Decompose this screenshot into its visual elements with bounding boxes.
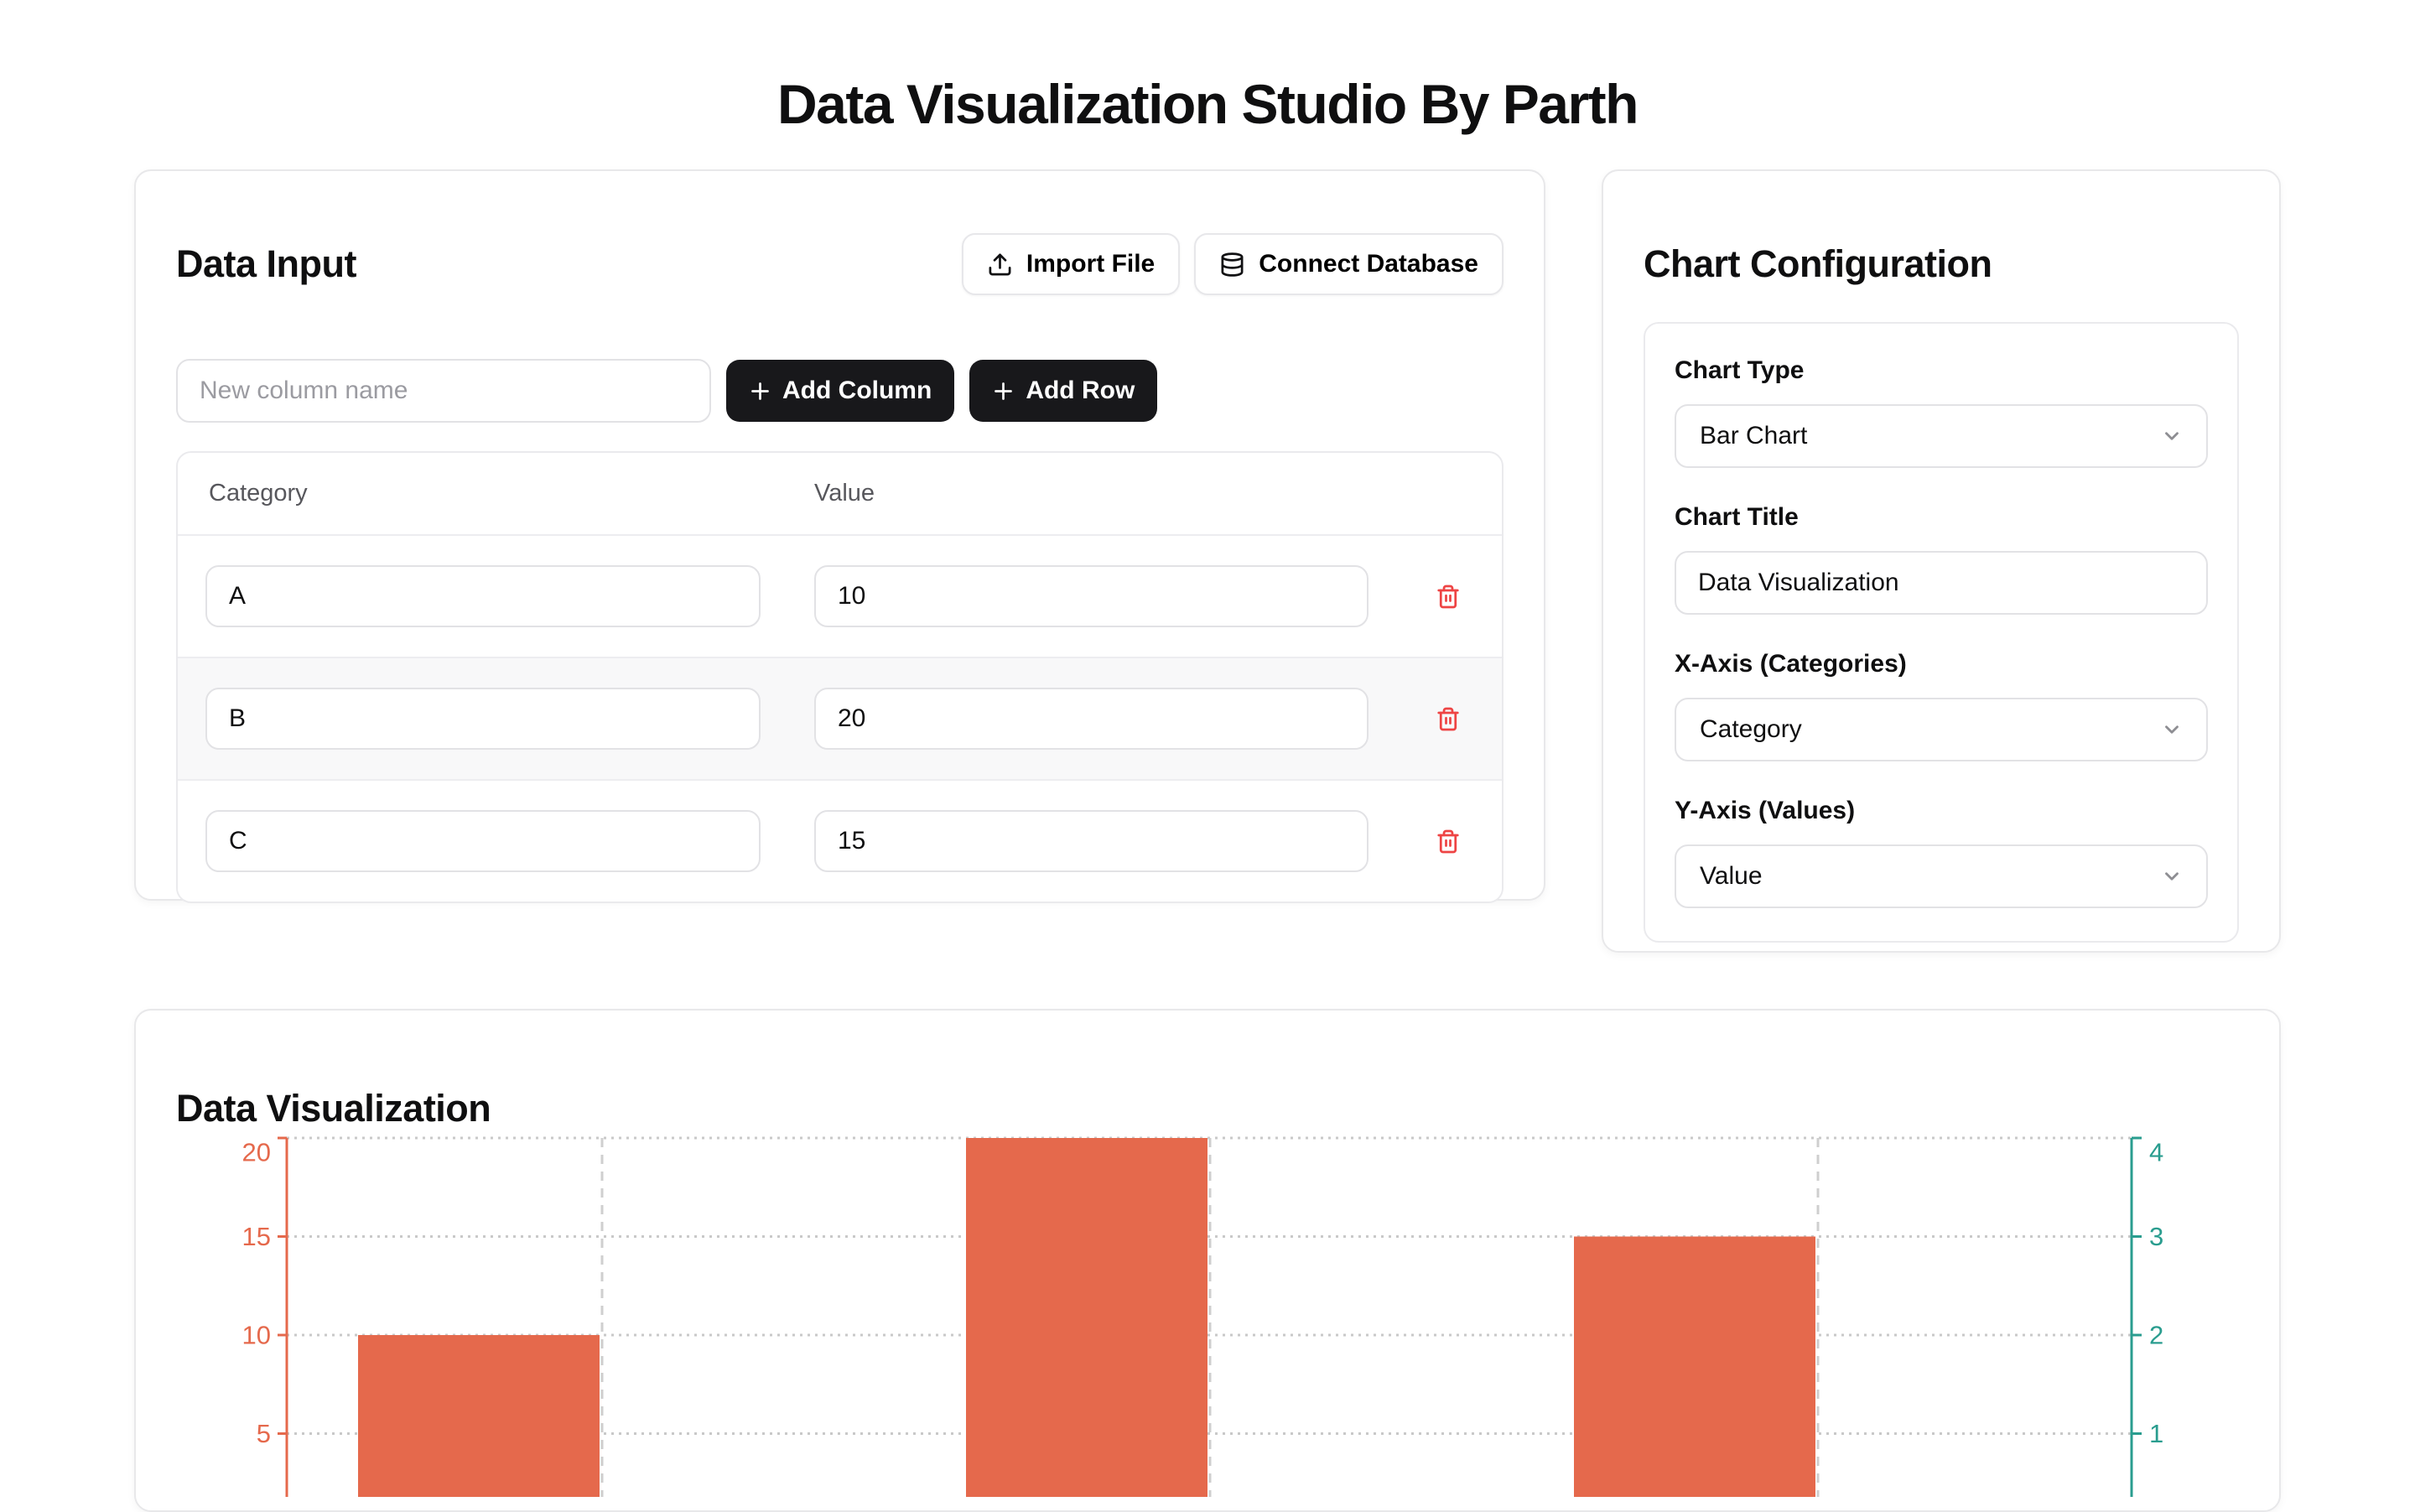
x-axis-value: Category [1700,715,1802,744]
delete-row-button[interactable] [1431,700,1466,738]
trash-icon [1436,705,1461,733]
data-visualization-card: Data Visualization 20 15 10 5 4 3 2 1 [134,1009,2281,1512]
svg-text:3: 3 [2149,1222,2163,1251]
connect-database-label: Connect Database [1259,250,1478,278]
table-row [178,534,1502,657]
chart-configuration-card: Chart Configuration Chart Type Bar Chart… [1602,169,2281,953]
add-column-button[interactable]: Add Column [726,360,955,423]
bar-chart: 20 15 10 5 4 3 2 1 [242,1136,2163,1497]
add-row-button[interactable]: Add Row [969,360,1158,423]
chart-type-select[interactable]: Bar Chart [1675,404,2208,469]
data-input-heading: Data Input [176,242,357,286]
chevron-down-icon [2161,425,2183,447]
app-root: { "page": { "title": "Data Visualization… [134,73,2281,1512]
column-header-category: Category [209,480,308,507]
svg-text:5: 5 [257,1419,271,1448]
add-row-label: Add Row [1026,377,1135,405]
data-input-actions: Import File Connect Database [961,233,1504,296]
import-file-label: Import File [1026,250,1156,278]
chart-type-field: Chart Type Bar Chart [1675,356,2208,469]
upload-icon [987,252,1013,278]
svg-text:2: 2 [2149,1321,2163,1350]
database-icon [1219,252,1245,278]
chart-title-field: Chart Title [1675,503,2208,616]
category-input[interactable] [205,810,761,873]
connect-database-button[interactable]: Connect Database [1194,233,1504,296]
chart-type-value: Bar Chart [1700,422,1808,450]
chart-title-input[interactable] [1675,551,2208,616]
x-axis-select[interactable]: Category [1675,698,2208,762]
svg-text:4: 4 [2149,1138,2163,1167]
new-column-input[interactable] [176,359,711,423]
plus-icon [992,380,1015,403]
trash-icon [1436,583,1461,611]
add-column-label: Add Column [782,377,932,405]
y-axis-label: Y-Axis (Values) [1675,797,1856,825]
chevron-down-icon [2161,719,2183,740]
delete-row-button[interactable] [1431,823,1466,860]
chart-title-label: Chart Title [1675,503,1799,532]
chart-type-label: Chart Type [1675,356,1805,385]
svg-text:15: 15 [242,1222,271,1251]
y-axis-field: Y-Axis (Values) Value [1675,797,2208,909]
value-input[interactable] [814,565,1368,628]
x-axis-field: X-Axis (Categories) Category [1675,650,2208,762]
import-file-button[interactable]: Import File [961,233,1181,296]
table-controls: Add Column Add Row [176,359,1504,423]
trash-icon [1436,828,1461,855]
category-input[interactable] [205,565,761,628]
value-input[interactable] [814,810,1368,873]
data-input-card: Data Input Import File Connect Database [134,169,1545,904]
chart-configuration-form: Chart Type Bar Chart Chart Title X-Axis … [1644,322,2239,943]
page-title: Data Visualization Studio By Parth [777,73,1639,136]
svg-text:10: 10 [242,1321,271,1350]
plus-icon [749,380,771,403]
column-header-value: Value [814,480,875,507]
table-row [178,657,1502,780]
svg-text:1: 1 [2149,1419,2163,1448]
chevron-down-icon [2161,865,2183,887]
category-input[interactable] [205,688,761,751]
y-axis-select[interactable]: Value [1675,844,2208,909]
chart-configuration-heading: Chart Configuration [1644,242,1992,286]
svg-text:20: 20 [242,1138,271,1167]
data-visualization-heading: Data Visualization [176,1087,491,1130]
x-axis-label: X-Axis (Categories) [1675,650,1907,678]
table-row [178,779,1502,902]
value-input[interactable] [814,688,1368,751]
data-table: Category Value [176,451,1504,904]
data-table-header: Category Value [178,453,1502,534]
y-axis-value: Value [1700,862,1763,891]
delete-row-button[interactable] [1431,578,1466,616]
data-input-header: Data Input Import File Connect Database [176,211,1504,317]
